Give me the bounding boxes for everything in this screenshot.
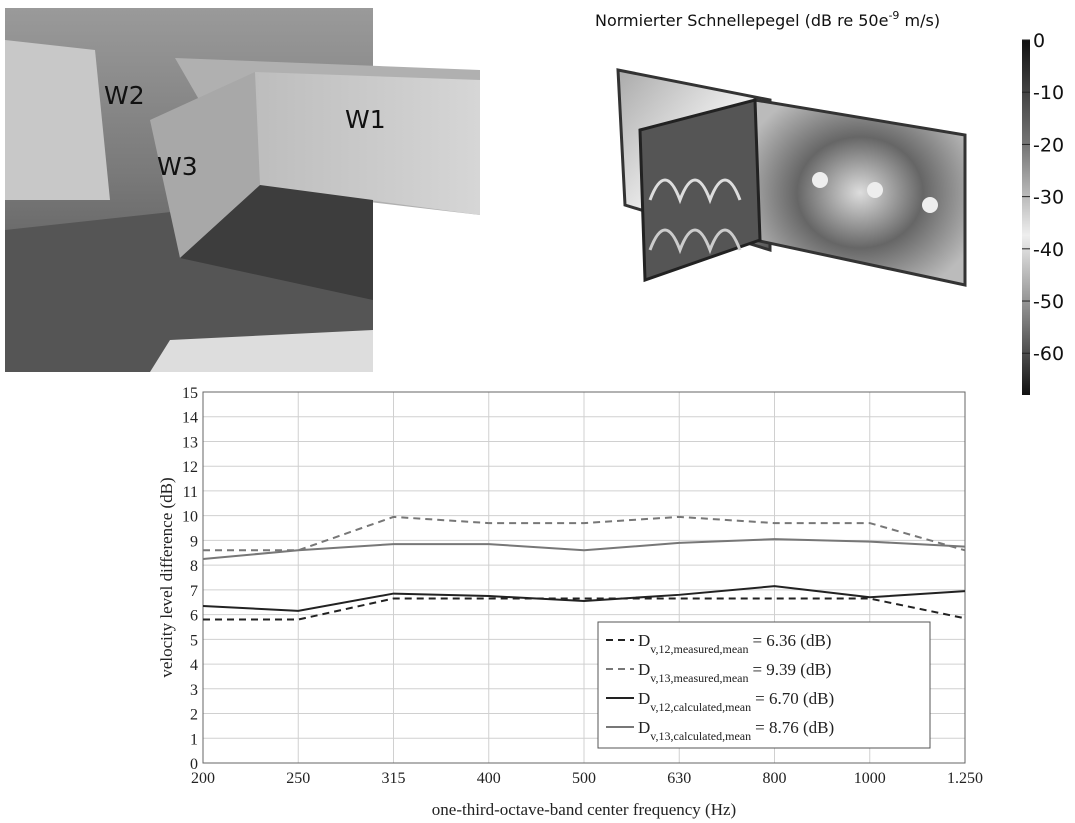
colorbar-tick-label: -60 bbox=[1033, 343, 1064, 365]
y-tick-label: 7 bbox=[190, 583, 198, 600]
sim-title-sup: -9 bbox=[888, 9, 899, 22]
series-line bbox=[203, 597, 966, 621]
y-tick-label: 0 bbox=[190, 756, 198, 773]
y-tick-label: 14 bbox=[182, 410, 198, 427]
y-tick-label: 4 bbox=[190, 657, 198, 674]
x-tick-label: 250 bbox=[286, 770, 310, 787]
y-tick-label: 12 bbox=[182, 459, 198, 476]
colorbar-tick-label: -20 bbox=[1033, 134, 1064, 156]
sim-title-text: Normierter Schnellepegel (dB re 50e bbox=[595, 11, 888, 30]
legend-value: = 8.76 (dB) bbox=[755, 718, 834, 737]
colorbar-tick-label: -40 bbox=[1033, 239, 1064, 261]
y-tick-label: 5 bbox=[190, 632, 198, 649]
y-tick-label: 8 bbox=[190, 558, 198, 575]
y-tick-label: 13 bbox=[182, 434, 198, 451]
legend-entry: Dv,13,calculated,mean = 8.76 (dB) bbox=[638, 718, 834, 743]
y-tick-label: 2 bbox=[190, 707, 198, 724]
sim-title-end: m/s) bbox=[899, 11, 940, 30]
x-tick-label: 800 bbox=[763, 770, 787, 787]
y-tick-label: 15 bbox=[182, 385, 198, 402]
plot-frame bbox=[202, 391, 966, 764]
colorbar-tick-label: -30 bbox=[1033, 187, 1064, 209]
photo-label: W3 bbox=[157, 152, 198, 181]
x-tick-label: 315 bbox=[382, 770, 406, 787]
y-tick-label: 6 bbox=[190, 608, 198, 625]
legend-value: = 6.36 (dB) bbox=[752, 631, 831, 650]
legend-entry: Dv,12,measured,mean = 6.36 (dB) bbox=[638, 631, 831, 656]
x-tick-label: 630 bbox=[667, 770, 691, 787]
legend-box bbox=[597, 621, 931, 749]
y-tick-label: 11 bbox=[183, 484, 198, 501]
photo bbox=[5, 8, 480, 372]
legend-name: D bbox=[638, 718, 650, 737]
series-line bbox=[202, 585, 966, 612]
colorbar bbox=[1022, 40, 1030, 395]
legend-name: D bbox=[638, 689, 650, 708]
x-tick-label: 500 bbox=[572, 770, 596, 787]
x-tick-label: 400 bbox=[477, 770, 501, 787]
legend-name: D bbox=[638, 660, 650, 679]
y-tick-label: 10 bbox=[182, 509, 198, 526]
legend-subscript: v,13,calculated,mean bbox=[650, 729, 751, 743]
series-line bbox=[203, 515, 966, 552]
legend-subscript: v,12,calculated,mean bbox=[650, 700, 751, 714]
y-axis-label: velocity level difference (dB) bbox=[157, 477, 176, 677]
y-tick-label: 1 bbox=[190, 731, 198, 748]
colorbar-tick-label: 0 bbox=[1033, 30, 1045, 52]
series-line bbox=[202, 538, 966, 560]
legend-entry: Dv,13,measured,mean = 9.39 (dB) bbox=[638, 660, 831, 685]
x-tick-label: 200 bbox=[191, 770, 215, 787]
legend-subscript: v,12,measured,mean bbox=[650, 642, 748, 656]
legend-value: = 9.39 (dB) bbox=[752, 660, 831, 679]
x-axis-label: one-third-octave-band center frequency (… bbox=[432, 800, 736, 819]
sim-title: Normierter Schnellepegel (dB re 50e-9 m/… bbox=[595, 9, 940, 30]
x-tick-label: 1000 bbox=[854, 770, 886, 787]
colorbar-tick-label: -50 bbox=[1033, 291, 1064, 313]
y-tick-label: 3 bbox=[190, 682, 198, 699]
simulation-image bbox=[616, 68, 967, 287]
legend-subscript: v,13,measured,mean bbox=[650, 671, 748, 685]
legend-entry: Dv,12,calculated,mean = 6.70 (dB) bbox=[638, 689, 834, 714]
colorbar-tick-label: -10 bbox=[1033, 82, 1064, 104]
x-tick-label: 1.250 bbox=[947, 770, 983, 787]
photo-label: W2 bbox=[104, 81, 145, 110]
y-tick-label: 9 bbox=[190, 533, 198, 550]
legend-name: D bbox=[638, 631, 650, 650]
photo-label: W1 bbox=[345, 105, 386, 134]
legend-value: = 6.70 (dB) bbox=[755, 689, 834, 708]
